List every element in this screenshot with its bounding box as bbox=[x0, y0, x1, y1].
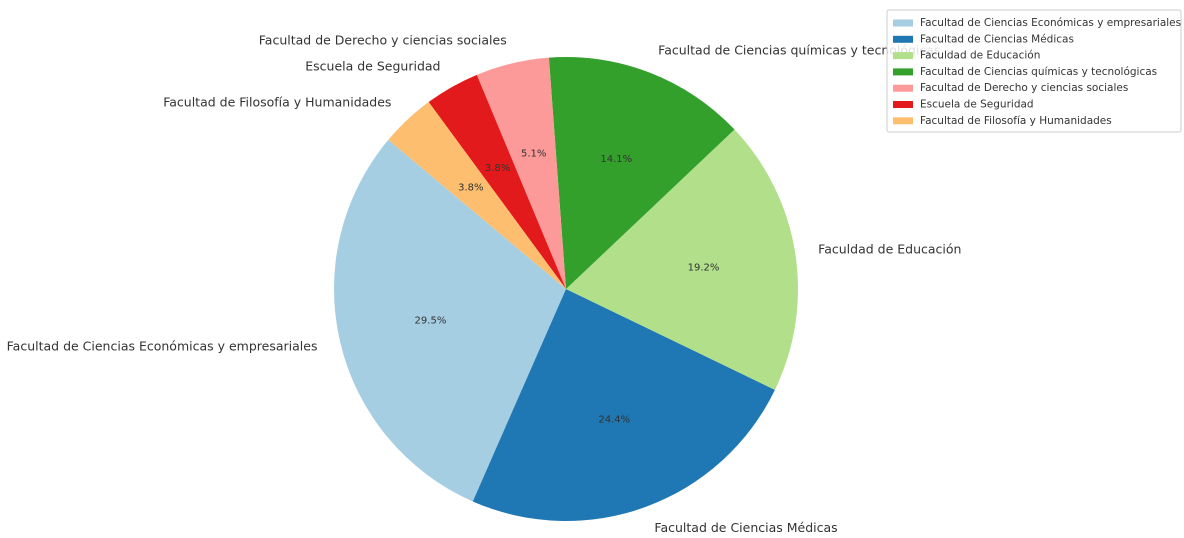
pct-label: 24.4% bbox=[598, 415, 630, 426]
legend-label: Facultad de Ciencias químicas y tecnológ… bbox=[920, 66, 1157, 78]
legend-label: Facultad de Ciencias Médicas bbox=[920, 33, 1074, 45]
pie-slice bbox=[428, 74, 566, 289]
legend-label: Facultad de Filosofía y Humanidades bbox=[920, 115, 1112, 127]
slice-label: Facultad de Ciencias Médicas bbox=[654, 520, 837, 535]
slice-label: Facultad de Derecho y ciencias sociales bbox=[259, 32, 507, 47]
pie-slice bbox=[476, 57, 566, 289]
legend-label: Escuela de Seguridad bbox=[920, 99, 1034, 111]
pct-label: 19.2% bbox=[688, 263, 720, 274]
pie-slice bbox=[472, 289, 775, 521]
legend-swatch bbox=[893, 101, 913, 108]
slice-label: Facultad de Filosofía y Humanidades bbox=[163, 94, 391, 109]
slice-label: Facultad de Ciencias Económicas y empres… bbox=[7, 339, 318, 354]
pct-label: 14.1% bbox=[600, 154, 632, 165]
legend-label: Facultad de Derecho y ciencias sociales bbox=[920, 82, 1128, 94]
pie-slice bbox=[333, 139, 566, 502]
legend-swatch bbox=[893, 68, 913, 76]
slice-label: Escuela de Seguridad bbox=[305, 58, 440, 73]
legend: Facultad de Ciencias Económicas y empres… bbox=[886, 9, 1182, 133]
pct-label: 29.5% bbox=[415, 316, 447, 327]
legend-swatch bbox=[893, 52, 913, 60]
pie-slice bbox=[548, 57, 735, 289]
pct-label: 5.1% bbox=[521, 149, 546, 160]
legend-box bbox=[886, 9, 1182, 133]
legend-label: Facultad de Ciencias Económicas y empres… bbox=[920, 17, 1181, 29]
legend-swatch bbox=[893, 19, 913, 27]
pct-label: 3.8% bbox=[458, 182, 483, 193]
slice-label: Faculdad de Educación bbox=[818, 241, 961, 256]
legend-label: Faculdad de Educación bbox=[920, 50, 1040, 62]
slice-label: Facultad de Ciencias químicas y tecnológ… bbox=[658, 43, 940, 58]
pie-slice bbox=[566, 129, 799, 390]
legend-swatch bbox=[893, 84, 913, 92]
pie-slice bbox=[388, 102, 566, 289]
legend-swatch bbox=[893, 117, 913, 125]
pct-label: 3.8% bbox=[485, 163, 510, 174]
legend-swatch bbox=[893, 35, 913, 43]
